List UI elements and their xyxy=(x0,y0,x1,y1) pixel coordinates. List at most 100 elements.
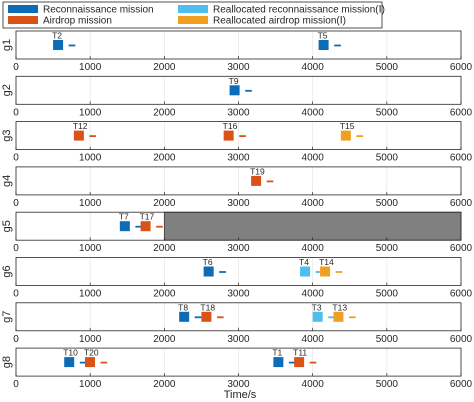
task-bar-T20 xyxy=(84,357,95,368)
row-panel-g2: g2 T9 0 1000 2000 3000 4000 5000 6000 xyxy=(1,76,473,119)
subplots: g1 T2 T5 0 1000 2000 3000 4000 5000 6000 g2 T9 0 1000… xyxy=(1,31,473,391)
task-bar-T18 xyxy=(201,311,212,322)
x-tick-label: 5000 xyxy=(376,107,399,118)
x-tick-label: 1000 xyxy=(79,107,102,118)
task-label-T16: T16 xyxy=(223,121,238,131)
x-tick-label: 3000 xyxy=(227,198,250,209)
x-tick-label: 4000 xyxy=(302,243,325,254)
x-tick-label: 6000 xyxy=(450,107,473,118)
x-tick-label: 2000 xyxy=(153,62,176,73)
task-label-T4: T4 xyxy=(299,257,309,267)
x-tick-label: 2000 xyxy=(153,153,176,164)
task-bar-T15 xyxy=(340,130,351,141)
task-bar-T4 xyxy=(300,266,311,277)
x-tick-label: 2000 xyxy=(153,107,176,118)
x-tick-label: 3000 xyxy=(227,334,250,345)
task-label-T10: T10 xyxy=(63,348,78,358)
x-tick-label: 6000 xyxy=(450,62,473,73)
task-label-T7: T7 xyxy=(119,212,129,222)
task-bar-T8 xyxy=(179,311,190,322)
x-tick-label: 5000 xyxy=(376,198,399,209)
x-tick-label: 3000 xyxy=(227,107,250,118)
task-label-T3: T3 xyxy=(312,302,322,312)
task-label-T9: T9 xyxy=(229,76,239,86)
legend-swatch-realloc_recon xyxy=(178,5,208,13)
task-label-T6: T6 xyxy=(203,257,213,267)
task-bar-T2 xyxy=(53,40,64,50)
task-label-T20: T20 xyxy=(84,348,99,358)
task-label-T18: T18 xyxy=(200,302,215,312)
x-tick-label: 1000 xyxy=(79,153,102,164)
x-tick-label: 2000 xyxy=(153,379,176,390)
x-tick-label: 6000 xyxy=(450,198,473,209)
x-tick-label: 3000 xyxy=(227,153,250,164)
row-label-g8: g8 xyxy=(1,356,13,368)
x-tick-label: 1000 xyxy=(79,379,102,390)
row-label-g1: g1 xyxy=(1,39,13,51)
x-tick-label: 1000 xyxy=(79,243,102,254)
row-panel-g3: g3 T12 T16 T15 0 1000 2000 3000 4000 5000 6000 xyxy=(1,121,473,164)
x-tick-label: 2000 xyxy=(153,289,176,300)
unavailable-region xyxy=(163,211,462,241)
legend-swatch-recon xyxy=(8,5,38,13)
row-label-g4: g4 xyxy=(1,175,13,187)
task-label-T11: T11 xyxy=(293,348,307,358)
x-tick-label: 5000 xyxy=(376,289,399,300)
row-panel-g6: g6 T6 T4 T14 0 1000 2000 3000 4000 5000 6000 xyxy=(1,257,473,300)
x-tick-label: 5000 xyxy=(376,379,399,390)
x-tick-label: 4000 xyxy=(302,198,325,209)
x-tick-label: 3000 xyxy=(227,243,250,254)
x-tick-label: 2000 xyxy=(153,198,176,209)
row-panel-g1: g1 T2 T5 0 1000 2000 3000 4000 5000 6000 xyxy=(1,31,473,74)
x-tick-label: 5000 xyxy=(376,243,399,254)
task-bar-T7 xyxy=(119,221,130,232)
task-label-T12: T12 xyxy=(73,121,88,131)
x-tick-label: 6000 xyxy=(450,379,473,390)
x-tick-label: 4000 xyxy=(302,289,325,300)
legend-label-airdrop: Airdrop mission xyxy=(43,16,112,27)
task-bar-T5 xyxy=(318,40,329,50)
legend-label-recon: Reconnaissance mission xyxy=(43,5,154,16)
x-axis-title: Time/s xyxy=(224,389,257,401)
task-bar-T12 xyxy=(73,130,84,141)
x-tick-label: 0 xyxy=(13,107,19,118)
task-bar-T1 xyxy=(273,357,284,368)
row-label-g7: g7 xyxy=(1,311,13,323)
row-panel-g8: g8 T10 T20 T1 T11 0 1000 2000 3000 4000 5000 6000 xyxy=(1,348,473,391)
x-tick-label: 6000 xyxy=(450,153,473,164)
task-label-T2: T2 xyxy=(52,31,62,41)
task-bar-T10 xyxy=(64,357,75,368)
task-label-T5: T5 xyxy=(318,31,328,41)
x-tick-label: 1000 xyxy=(79,198,102,209)
task-label-T8: T8 xyxy=(178,302,188,312)
x-tick-label: 3000 xyxy=(227,289,250,300)
x-tick-label: 6000 xyxy=(450,334,473,345)
task-bar-T6 xyxy=(203,266,214,277)
row-panel-g5: g5 T7 T17 0 1000 2000 3000 4000 5000 6000 xyxy=(1,212,473,255)
task-label-T1: T1 xyxy=(272,348,282,358)
x-tick-label: 4000 xyxy=(302,334,325,345)
x-tick-label: 1000 xyxy=(79,289,102,300)
x-tick-label: 4000 xyxy=(302,379,325,390)
row-label-g6: g6 xyxy=(1,265,13,277)
legend-label-realloc_recon: Reallocated reconnaissance mission(Ⅰ) xyxy=(213,5,385,16)
task-bar-T11 xyxy=(294,357,305,368)
x-tick-label: 0 xyxy=(13,153,19,164)
x-tick-label: 0 xyxy=(13,334,19,345)
x-tick-label: 4000 xyxy=(302,62,325,73)
x-tick-label: 0 xyxy=(13,289,19,300)
x-tick-label: 0 xyxy=(13,198,19,209)
row-label-g5: g5 xyxy=(1,220,13,232)
x-tick-label: 2000 xyxy=(153,334,176,345)
task-bar-T17 xyxy=(140,221,151,232)
task-bar-T16 xyxy=(223,130,234,141)
x-tick-label: 5000 xyxy=(376,62,399,73)
task-label-T14: T14 xyxy=(319,257,334,267)
x-tick-label: 0 xyxy=(13,243,19,254)
x-tick-label: 3000 xyxy=(227,379,250,390)
x-tick-label: 4000 xyxy=(302,107,325,118)
x-tick-label: 5000 xyxy=(376,153,399,164)
row-panel-g7: g7 T8 T18 T3 T13 0 1000 2000 3000 4000 5000 6000 xyxy=(1,302,473,345)
